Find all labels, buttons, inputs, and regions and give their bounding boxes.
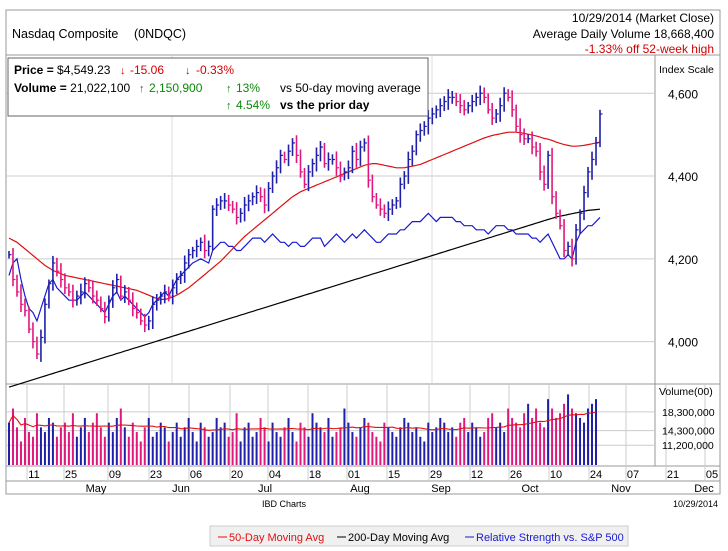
relative-strength-line (8, 212, 601, 323)
ma200-line (8, 208, 601, 388)
price-line: Price = $4,549.23 (14, 63, 111, 77)
price-tick-label: 4,400 (668, 170, 698, 184)
ma50-line (8, 131, 601, 300)
price-tick-label: 4,600 (668, 87, 698, 101)
date-tick-label: 11 (28, 469, 39, 481)
date-tick-label: 09 (109, 469, 121, 481)
vs-prior-up-arrow: ↑ (226, 100, 232, 112)
rs-layer (8, 212, 601, 323)
price-down-arrow: ↓ (120, 65, 126, 77)
volume-bars-layer (8, 394, 598, 465)
month-label: Oct (521, 483, 538, 495)
info-box (7, 57, 429, 117)
date-tick-label: 20 (231, 469, 243, 481)
volume-value: 21,022,100 (70, 81, 130, 95)
date-tick-label: 21 (667, 469, 679, 481)
price-tick-label: 4,200 (668, 253, 698, 267)
legend-ma200: 200-Day Moving Avg (348, 532, 449, 544)
volume-label: Volume = (14, 81, 70, 95)
month-label: Nov (611, 483, 631, 495)
ma50-layer (8, 131, 601, 300)
vs-avg-text: vs 50-day moving average (280, 81, 421, 95)
price-bars-layer (8, 85, 603, 362)
volume-tick-label: 18,300,000 (662, 407, 715, 419)
price-value: $4,549.23 (57, 63, 111, 77)
month-label: May (86, 483, 107, 495)
price-change-pct: -0.33% (196, 63, 234, 77)
vs-prior-pct: 4.54% (236, 98, 270, 112)
month-label: Dec (694, 483, 714, 495)
month-label: Aug (350, 483, 370, 495)
off-high-line: -1.33% off 52-week high (585, 42, 714, 56)
vs-avg-pct: 13% (236, 81, 260, 95)
vs-avg-up-arrow: ↑ (226, 83, 232, 95)
date-tick-label: 26 (510, 469, 522, 481)
volume-up-arrow: ↑ (139, 83, 145, 95)
legend-ma50: 50-Day Moving Avg (229, 532, 324, 544)
date-line: 10/29/2014 (Market Close) (572, 11, 714, 25)
price-change: -15.06 (130, 63, 164, 77)
price-label: Price = (14, 63, 57, 77)
date-tick-label: 01 (348, 469, 360, 481)
volume-axis-label: Volume(00) (659, 386, 713, 398)
volume-change: 2,150,900 (149, 81, 203, 95)
axis-labels-layer: 4,000 4,200 4,400 4,600 11,200,000 14,300,000… (28, 87, 718, 495)
legend-box (209, 525, 629, 547)
date-tick-label: 04 (269, 469, 281, 481)
vs-prior-text: vs the prior day (280, 98, 370, 112)
chart-symbol: (0NDQC) (134, 27, 186, 41)
volume-ma-line (8, 411, 597, 431)
month-label: Jul (258, 483, 272, 495)
avg-volume-line: Average Daily Volume 18,668,400 (533, 27, 715, 41)
date-tick-label: 15 (388, 469, 400, 481)
price-pct-down-arrow: ↓ (185, 65, 191, 77)
date-tick-label: 06 (190, 469, 202, 481)
ma200-layer (8, 208, 601, 388)
date-tick-label: 23 (150, 469, 162, 481)
index-scale-label: Index Scale (659, 64, 714, 76)
volume-line: Volume = 21,022,100 (14, 81, 131, 95)
date-tick-label: 12 (471, 469, 483, 481)
date-tick-label: 29 (430, 469, 442, 481)
price-tick-label: 4,000 (668, 336, 698, 350)
month-label: Sep (431, 483, 451, 495)
date-tick-label: 25 (65, 469, 77, 481)
date-tick-label: 10 (550, 469, 562, 481)
chart-title: Nasdaq Composite (12, 27, 118, 41)
volume-tick-label: 11,200,000 (662, 440, 714, 452)
date-tick-label: 18 (309, 469, 321, 481)
footer-source: IBD Charts (262, 499, 307, 509)
footer-date: 10/29/2014 (673, 499, 718, 509)
volume-tick-label: 14,300,000 (662, 426, 715, 438)
month-label: Jun (172, 483, 190, 495)
legend-rs: Relative Strength vs. S&P 500 (476, 532, 624, 544)
date-tick-label: 24 (590, 469, 602, 481)
date-axis-frame (5, 465, 721, 495)
date-tick-label: 07 (627, 469, 639, 481)
date-tick-label: 05 (706, 469, 718, 481)
